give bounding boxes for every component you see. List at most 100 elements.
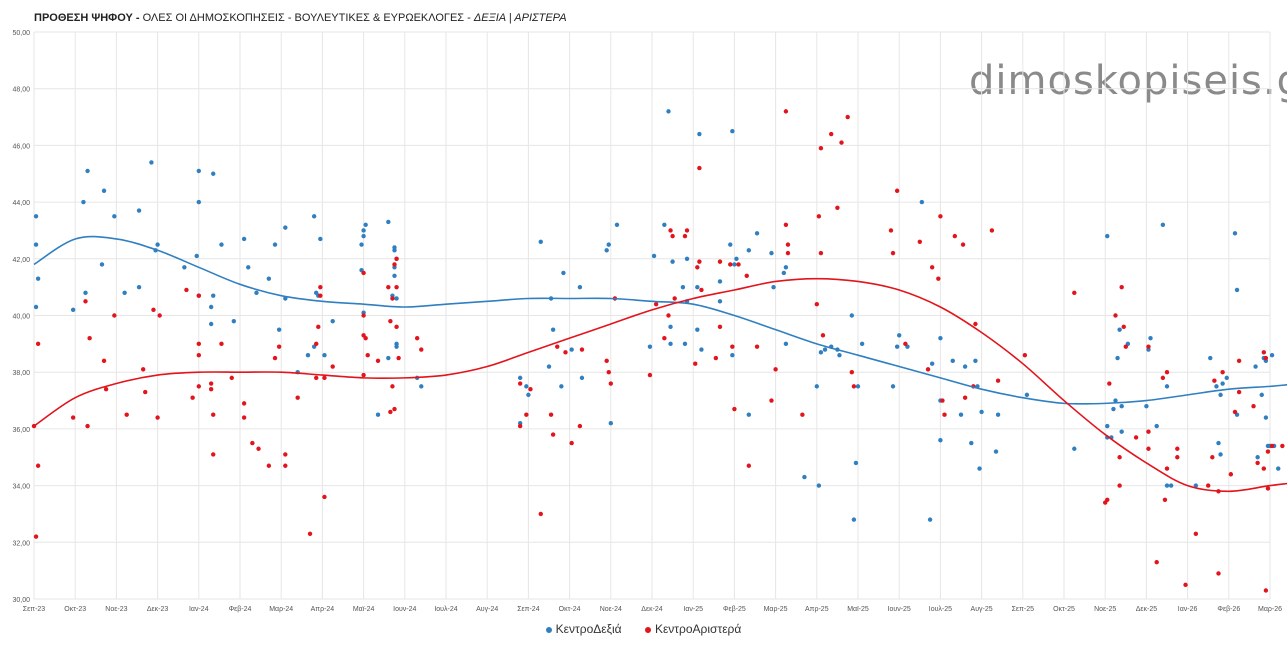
data-point-right [392, 273, 397, 279]
x-tick-label: Μαρ-26 [1258, 606, 1282, 613]
data-point-right [112, 214, 117, 219]
data-point-left [1212, 378, 1217, 383]
data-point-left [736, 262, 741, 267]
data-point-left [390, 384, 395, 389]
data-point-right [769, 250, 774, 256]
data-point-left [538, 511, 543, 517]
data-point-left [365, 352, 370, 358]
data-point-left [517, 423, 523, 429]
y-tick-label: 50,00 [12, 30, 30, 37]
data-point-right [561, 270, 566, 276]
data-point-left [1255, 460, 1260, 466]
data-point-left [849, 370, 855, 375]
data-point-left [390, 296, 395, 301]
data-point-left [682, 233, 688, 239]
data-point-left [1280, 443, 1285, 449]
data-point-left [256, 446, 261, 451]
data-point-right [958, 412, 964, 417]
y-tick-label: 30,00 [12, 597, 30, 604]
data-point-left [894, 188, 900, 193]
data-point-right [929, 361, 935, 366]
data-point-right [1164, 483, 1170, 488]
data-point-left [1107, 381, 1112, 386]
data-point-left [662, 335, 667, 341]
x-tick-label: Φεβ-26 [1217, 606, 1240, 613]
data-point-right [783, 341, 789, 347]
data-point-right [962, 364, 968, 369]
data-point-right [927, 517, 933, 522]
data-point-right [606, 242, 611, 247]
data-point-right [1072, 446, 1077, 451]
data-point-right [196, 168, 201, 174]
data-point-left [783, 109, 789, 114]
data-point-left [647, 372, 653, 378]
data-point-left [388, 318, 393, 324]
data-point-left [361, 313, 366, 318]
data-point-left [190, 395, 195, 400]
data-point-right [231, 318, 237, 324]
data-point-right [699, 347, 704, 352]
data-point-right [979, 409, 984, 415]
data-point-right [196, 199, 201, 205]
data-point-right [1144, 404, 1149, 409]
data-point-left [1269, 443, 1275, 449]
data-point-left [241, 415, 247, 420]
chart-title-bold: ΠΡΟΘΕΣΗ ΨΗΦΟΥ - [34, 12, 140, 24]
data-point-left [942, 412, 947, 417]
data-point-left [839, 140, 844, 145]
data-point-left [35, 463, 41, 468]
data-point-right [81, 199, 86, 205]
x-tick-label: Ιουν-25 [888, 606, 911, 613]
x-tick-label: Νοε-24 [600, 606, 622, 613]
data-point-left [208, 381, 214, 386]
x-tick-label: Μαρ-24 [269, 606, 293, 613]
data-point-left [1117, 483, 1122, 488]
y-tick-label: 46,00 [12, 143, 30, 150]
data-point-right [695, 327, 700, 332]
data-point-right [136, 284, 142, 290]
data-point-right [1119, 429, 1124, 434]
data-point-right [604, 248, 609, 253]
data-point-right [1119, 404, 1124, 409]
data-point-right [577, 284, 583, 290]
x-tick-label: Σεπ-24 [517, 606, 540, 613]
data-point-right [802, 474, 807, 480]
data-point-left [666, 313, 671, 318]
chart-title-main: ΟΛΕΣ ΟΙ ΔΗΜΟΣΚΟΠΗΣΕΙΣ - ΒΟΥΛΕΥΤΙΚΕΣ & ΕΥ… [139, 12, 474, 24]
data-point-right [149, 160, 154, 165]
data-point-left [330, 364, 335, 369]
data-point-right [730, 352, 735, 358]
data-point-left [929, 265, 935, 270]
data-point-right [1216, 440, 1221, 446]
data-point-left [962, 395, 968, 400]
data-point-left [890, 250, 896, 256]
data-point-left [196, 341, 201, 347]
data-point-left [394, 284, 399, 290]
data-point-right [33, 304, 39, 310]
data-point-right [136, 208, 142, 213]
data-point-left [579, 347, 585, 352]
trend-lines [33, 235, 1287, 493]
data-point-left [1117, 455, 1122, 460]
data-point-left [414, 335, 420, 341]
data-point-left [322, 494, 327, 500]
data-point-left [1216, 571, 1221, 576]
data-point-right [211, 293, 216, 298]
data-point-right [1105, 233, 1110, 239]
data-point-left [684, 228, 690, 233]
data-point-left [85, 423, 90, 429]
data-point-right [1160, 222, 1166, 227]
data-point-left [70, 415, 76, 420]
data-point-right [550, 327, 556, 332]
x-tick-label: Μαρ-25 [764, 606, 788, 613]
data-point-left [1236, 389, 1242, 395]
data-point-left [394, 256, 399, 261]
data-point-left [569, 440, 574, 446]
data-point-right [668, 324, 673, 330]
data-point-left [272, 355, 278, 361]
data-point-right [697, 131, 702, 137]
y-tick-label: 34,00 [12, 484, 30, 491]
data-point-left [960, 242, 966, 247]
data-point-right [1154, 423, 1159, 429]
data-point-right [1117, 327, 1122, 332]
